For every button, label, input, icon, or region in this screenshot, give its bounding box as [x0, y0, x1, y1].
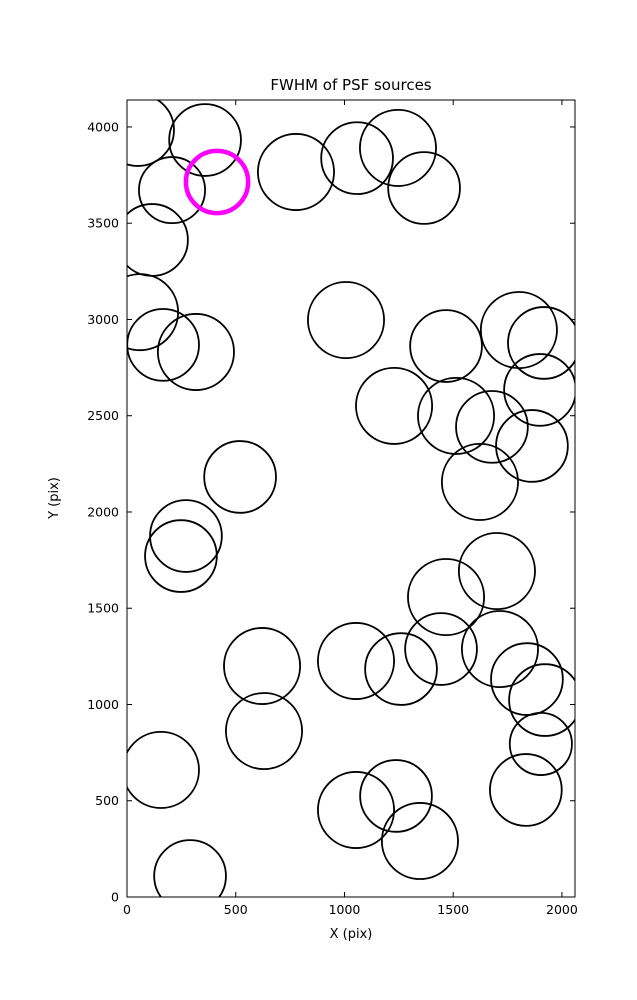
psf-circle [407, 558, 485, 637]
psf-circle [307, 281, 385, 359]
psf-circle [144, 519, 218, 593]
psf-circle [355, 366, 434, 445]
psf-circle [257, 133, 335, 211]
psf-circle [320, 121, 394, 195]
y-tick-label: 3500 [87, 216, 119, 231]
psf-circle [417, 376, 495, 455]
psf-circle [127, 100, 175, 167]
psf-circle [168, 103, 242, 177]
psf-circle [387, 151, 461, 225]
psf-circle [441, 442, 519, 521]
psf-circle [364, 632, 438, 706]
psf-circle [455, 390, 529, 464]
y-tick-label: 2000 [87, 504, 119, 519]
plot-border [126, 99, 576, 898]
y-tick-label: 500 [95, 793, 119, 808]
x-tick-label: 2000 [546, 902, 578, 917]
psf-circle [153, 839, 227, 897]
psf-circle [156, 313, 235, 391]
psf-circle [404, 612, 478, 686]
y-tick-label: 2500 [87, 408, 119, 423]
psf-circle [223, 627, 302, 705]
y-tick-label: 4000 [87, 119, 119, 134]
x-axis-label: X (pix) [330, 927, 373, 942]
y-tick-label: 1000 [87, 697, 119, 712]
x-tick-label: 0 [123, 902, 131, 917]
psf-circle [457, 532, 536, 611]
psf-circle [508, 711, 573, 776]
psf-circle [127, 730, 200, 809]
psf-circle [495, 409, 569, 483]
plot-title: FWHM of PSF sources [270, 76, 431, 94]
psf-circle [409, 309, 483, 383]
psf-circle [503, 353, 575, 427]
psf-circle [203, 440, 277, 514]
psf-circle [489, 753, 563, 827]
psf-circle [359, 108, 437, 187]
psf-circle [225, 692, 303, 771]
psf-circle [380, 802, 459, 880]
psf-circle [461, 610, 539, 689]
y-tick-label: 1500 [87, 601, 119, 616]
tick-labels: 0 500 1000 1500 2000 0 500 1000 1500 2000 2500 3000… [87, 119, 578, 917]
y-axis-label: Y (pix) [47, 477, 62, 520]
y-tick-label: 3000 [87, 312, 119, 327]
psf-circle [508, 663, 575, 737]
x-tick-label: 500 [224, 902, 248, 917]
psf-circle [359, 759, 433, 833]
psf-circle [490, 642, 564, 716]
axis-ticks [126, 100, 575, 898]
psf-circles-layer [127, 100, 575, 897]
psf-circle [507, 306, 575, 380]
psf-circle [149, 499, 223, 573]
psf-circle [479, 291, 558, 370]
psf-circle [138, 156, 206, 225]
highlighted-psf-circle [183, 148, 251, 216]
x-tick-label: 1000 [329, 902, 361, 917]
y-tick-label: 0 [111, 890, 119, 905]
psf-circle [317, 771, 395, 849]
psf-circle [317, 622, 395, 700]
x-tick-label: 1500 [437, 902, 469, 917]
